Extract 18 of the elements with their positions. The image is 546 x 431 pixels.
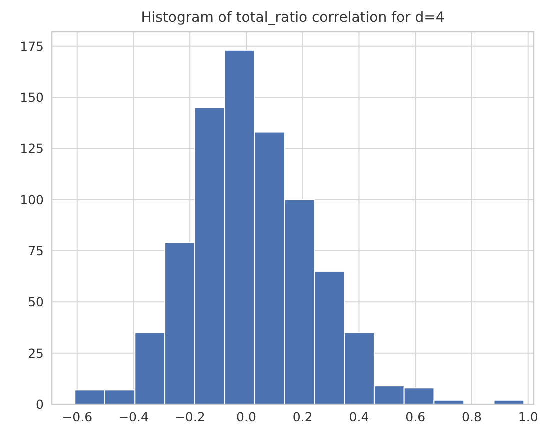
y-tick-label: 150 [20,90,44,105]
y-tick-label: 175 [20,38,44,54]
y-tick-label: 75 [28,243,44,258]
x-tick-label: 0.6 [406,410,426,424]
x-tick-label: 0.8 [462,410,482,424]
y-tick-label: 0 [36,397,44,412]
y-tick-label: 100 [20,192,44,208]
x-tick-label: 0.2 [292,410,313,424]
chart-title: Histogram of total_ratio correlation for d=4 [141,10,445,26]
x-tick-label: 1.0 [518,410,538,424]
x-tick-label: −0.6 [62,410,93,424]
x-tick-label: −0.4 [118,410,149,424]
x-tick-label: −0.2 [174,410,206,424]
y-tick-label: 125 [20,141,44,156]
x-tick-label: 0.0 [236,410,256,424]
y-tick-label: 25 [28,346,44,361]
y-tick-label: 50 [28,294,44,310]
x-tick-label: 0.4 [349,410,370,424]
